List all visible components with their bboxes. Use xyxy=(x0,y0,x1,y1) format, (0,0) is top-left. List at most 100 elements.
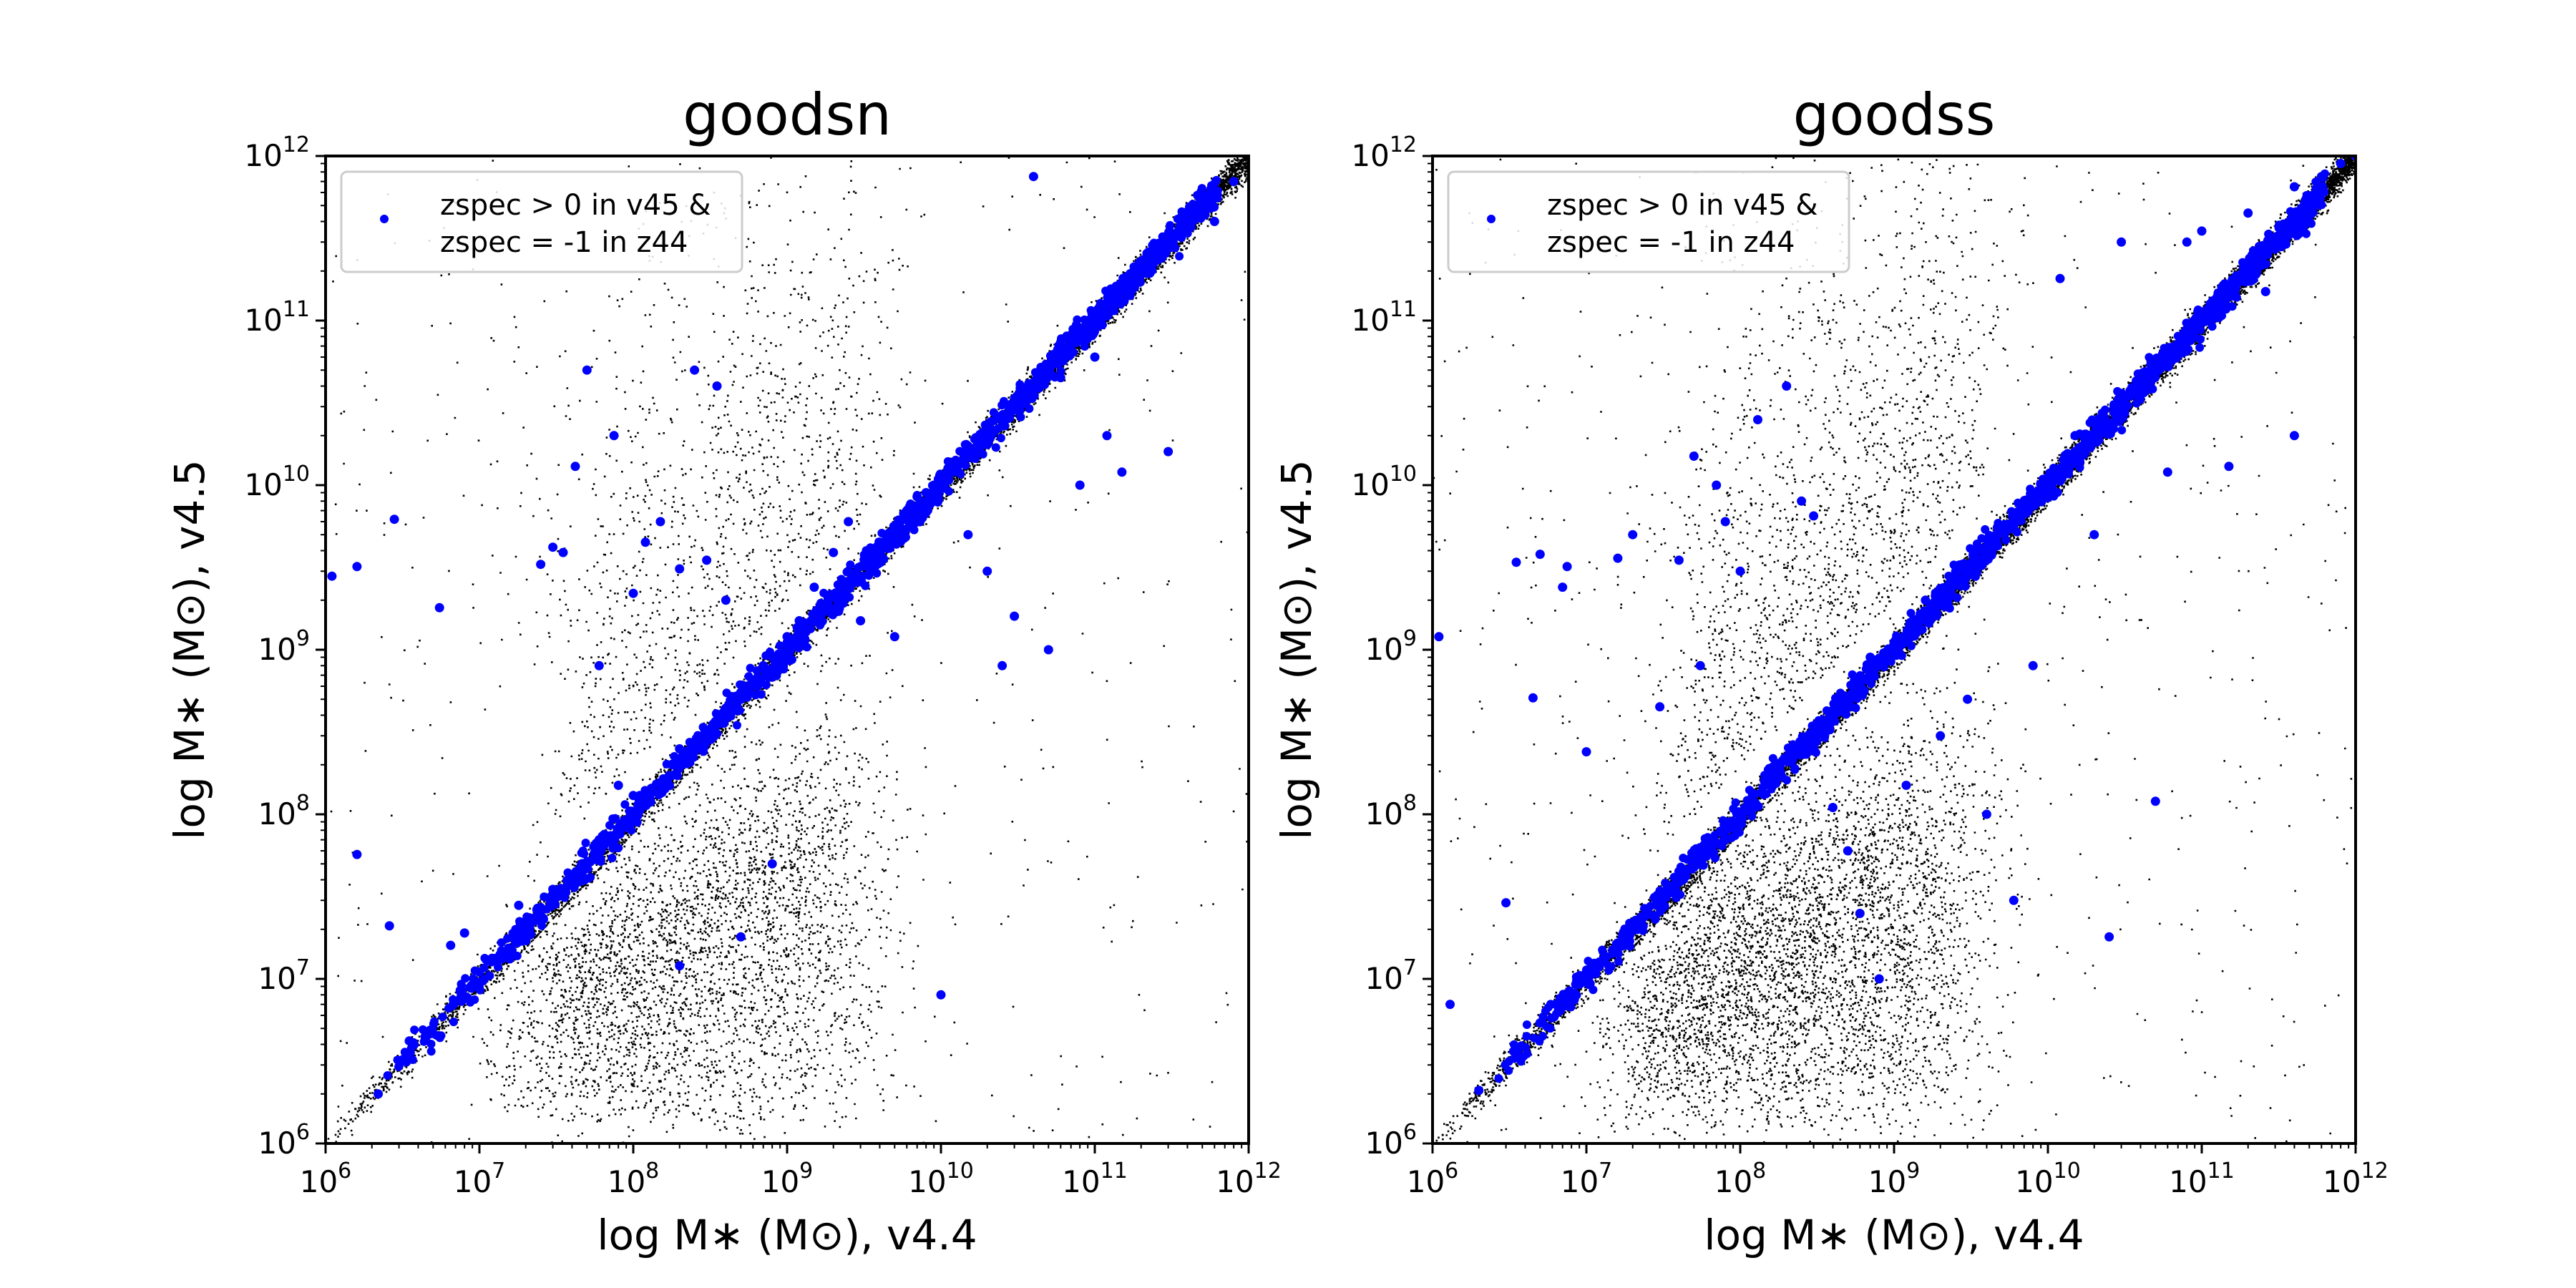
blue-point xyxy=(1720,517,1730,527)
blue-point xyxy=(1855,675,1865,686)
blue-point xyxy=(514,900,524,910)
blue-point xyxy=(404,1036,414,1046)
blue-point xyxy=(2021,502,2031,512)
blue-point xyxy=(2070,447,2080,457)
blue-point xyxy=(1528,693,1538,703)
blue-point xyxy=(2304,214,2313,223)
blue-point xyxy=(2209,297,2219,307)
blue-point xyxy=(1700,834,1709,843)
blue-point xyxy=(560,893,570,902)
blue-point xyxy=(2289,215,2298,225)
blue-point xyxy=(782,632,792,642)
blue-point xyxy=(2195,343,2205,352)
blue-point xyxy=(1173,215,1182,223)
blue-point xyxy=(582,365,592,375)
blue-point xyxy=(1674,867,1684,877)
blue-point xyxy=(2117,426,2127,435)
blue-point xyxy=(671,755,680,764)
blue-point xyxy=(419,1025,427,1034)
blue-point xyxy=(438,1013,447,1021)
x-tick-label: 108 xyxy=(608,1158,660,1199)
blue-point xyxy=(421,1035,431,1044)
blue-point xyxy=(775,641,784,650)
blue-point xyxy=(1604,966,1614,975)
blue-point xyxy=(604,837,613,847)
blue-point xyxy=(1066,344,1075,353)
blue-point xyxy=(517,937,527,946)
blue-point xyxy=(374,1089,384,1099)
blue-point xyxy=(548,884,558,894)
blue-point xyxy=(2070,431,2080,441)
blue-point xyxy=(1613,553,1623,563)
blue-point xyxy=(1195,197,1204,207)
blue-point xyxy=(1874,974,1884,984)
blue-point xyxy=(594,835,604,845)
blue-point xyxy=(1893,650,1903,659)
blue-point xyxy=(2232,293,2241,302)
blue-point xyxy=(854,575,864,584)
blue-point xyxy=(1822,706,1831,715)
blue-point xyxy=(1614,949,1623,958)
blue-point xyxy=(1620,924,1629,933)
blue-point xyxy=(1844,698,1853,708)
blue-point xyxy=(570,462,580,472)
blue-point xyxy=(511,924,520,934)
blue-point xyxy=(727,696,736,706)
blue-point xyxy=(1692,844,1701,853)
blue-point xyxy=(426,1047,436,1056)
scatter-points xyxy=(1433,156,2356,1143)
blue-point xyxy=(1614,957,1623,966)
blue-point xyxy=(1521,1043,1531,1052)
blue-point xyxy=(982,429,990,439)
y-tick-label: 107 xyxy=(258,955,310,996)
blue-point xyxy=(410,1025,419,1035)
blue-point xyxy=(1445,1000,1455,1010)
x-tick-label: 107 xyxy=(454,1158,506,1199)
blue-point xyxy=(563,868,572,877)
blue-point xyxy=(1555,993,1564,1002)
blue-point xyxy=(1207,181,1216,190)
blue-point xyxy=(1747,806,1756,816)
blue-point xyxy=(975,446,985,454)
y-tick-label: 109 xyxy=(258,626,310,667)
blue-point xyxy=(1828,803,1838,812)
blue-point xyxy=(1830,717,1840,726)
blue-point xyxy=(794,616,804,625)
blue-point xyxy=(1843,846,1853,856)
blue-point xyxy=(1090,352,1100,362)
blue-point xyxy=(997,660,1008,670)
blue-point xyxy=(558,547,568,557)
blue-point xyxy=(1988,546,1997,555)
blue-point xyxy=(1840,691,1849,700)
blue-point xyxy=(2182,237,2192,247)
blue-point xyxy=(1689,452,1699,461)
blue-point xyxy=(956,469,965,479)
blue-point xyxy=(1197,184,1206,193)
blue-point xyxy=(1054,360,1063,369)
blue-point xyxy=(1719,835,1728,844)
blue-point xyxy=(1924,619,1933,628)
blue-point xyxy=(1022,397,1030,406)
blue-point xyxy=(2190,326,2199,335)
blue-point xyxy=(936,990,946,1000)
blue-point xyxy=(1522,1032,1531,1041)
blue-point xyxy=(766,666,775,675)
chart-goodss: goodss log M∗ (M⊙), v4.4 log M∗ (M⊙), v4… xyxy=(1272,82,2389,1259)
blue-point xyxy=(1768,753,1777,763)
blue-point xyxy=(455,986,464,995)
blue-point xyxy=(1174,225,1183,235)
blue-point xyxy=(1193,190,1202,200)
blue-point xyxy=(1945,604,1954,613)
blue-point xyxy=(1953,593,1962,602)
blue-point xyxy=(881,530,890,540)
blue-point xyxy=(1983,539,1992,548)
blue-point xyxy=(867,554,876,563)
blue-point xyxy=(1869,668,1878,678)
blue-point xyxy=(2255,250,2265,260)
blue-point xyxy=(889,522,898,531)
blue-point xyxy=(352,849,362,859)
blue-point xyxy=(1865,653,1875,662)
blue-point xyxy=(1742,796,1752,805)
blue-point xyxy=(1878,655,1888,665)
blue-point xyxy=(605,821,614,830)
